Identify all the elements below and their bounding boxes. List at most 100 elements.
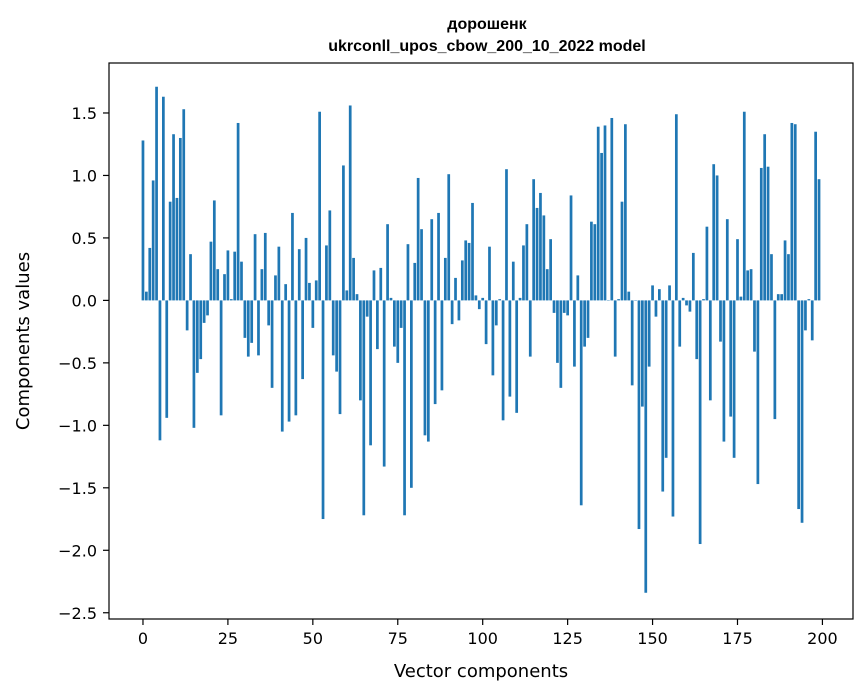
bars-group	[141, 86, 821, 593]
x-tick-label: 150	[637, 629, 668, 648]
bar	[162, 96, 165, 301]
bar	[770, 254, 773, 301]
bar	[664, 300, 668, 458]
bar	[145, 291, 148, 301]
bar	[226, 250, 230, 301]
bar	[182, 109, 186, 301]
bar	[566, 300, 569, 316]
bar	[753, 300, 756, 352]
y-tick-label: 0.0	[72, 291, 97, 310]
bar	[691, 252, 695, 301]
bar	[410, 300, 413, 488]
bar	[668, 285, 671, 301]
bar	[708, 300, 712, 401]
y-tick-label: −0.5	[58, 354, 97, 373]
bar	[736, 239, 739, 301]
bar	[260, 269, 264, 301]
y-tick-label: −1.5	[58, 479, 97, 498]
bar	[552, 300, 556, 313]
bar	[376, 300, 379, 350]
bar	[783, 240, 787, 301]
bar	[212, 200, 216, 301]
bar	[800, 300, 804, 523]
bar	[532, 179, 536, 301]
bar	[437, 212, 440, 301]
bar	[178, 137, 182, 301]
bar	[702, 299, 705, 301]
bar	[610, 117, 614, 301]
bar	[291, 212, 294, 301]
bar	[219, 300, 223, 416]
bar	[725, 219, 729, 301]
bar	[528, 300, 532, 357]
chart-title-line1: дорошенк	[447, 16, 527, 33]
bar	[297, 249, 301, 301]
bar	[780, 294, 784, 301]
y-tick-label: −2.0	[58, 541, 97, 560]
x-tick-label: 175	[722, 629, 753, 648]
y-tick-label: −2.5	[58, 604, 97, 623]
bar	[807, 299, 811, 301]
bar	[369, 300, 372, 446]
bar	[814, 131, 817, 301]
bar	[202, 300, 206, 323]
bar	[647, 300, 651, 367]
bar	[505, 169, 508, 301]
bar	[518, 297, 522, 301]
bar	[766, 166, 770, 301]
bar	[742, 111, 746, 301]
bar	[209, 241, 213, 301]
bar	[246, 300, 250, 357]
y-tick-label: 1.0	[72, 166, 97, 185]
bar	[308, 282, 311, 301]
bar	[620, 201, 624, 301]
bar	[345, 290, 349, 301]
bar	[257, 300, 260, 356]
bar	[661, 300, 665, 492]
bar	[474, 295, 478, 301]
bar	[287, 300, 291, 422]
y-axis-label: Components values	[13, 252, 34, 430]
bar	[372, 270, 376, 301]
bar	[342, 165, 345, 301]
bar	[172, 134, 175, 301]
bar	[651, 285, 654, 301]
bar	[280, 300, 284, 432]
bar	[382, 300, 386, 467]
bar	[430, 219, 434, 301]
bar	[776, 294, 780, 301]
bar	[325, 245, 328, 301]
bar	[641, 300, 644, 407]
bar	[454, 277, 457, 301]
bar	[681, 297, 685, 301]
bar	[498, 299, 502, 301]
bar	[267, 300, 271, 326]
bar	[759, 167, 763, 301]
bar	[365, 300, 369, 317]
bar	[719, 300, 722, 342]
bar	[712, 164, 716, 301]
x-tick-label: 50	[303, 629, 323, 648]
bar	[695, 300, 699, 360]
plot-frame	[108, 62, 854, 620]
bar	[739, 296, 743, 301]
bar	[443, 257, 447, 301]
bar	[399, 300, 403, 328]
bar	[359, 300, 362, 401]
bar	[763, 134, 767, 301]
bar	[722, 300, 726, 442]
chart-title-line2: ukrconll_upos_cbow_200_10_2022 model	[328, 38, 645, 55]
bar	[447, 174, 451, 301]
y-tick-label: 0.5	[72, 229, 97, 248]
bar	[797, 300, 800, 510]
x-axis-ticks: 0 25 50 75 100 125 150 175 200	[138, 619, 838, 648]
bar	[562, 300, 566, 313]
bar	[732, 300, 736, 458]
bar	[223, 274, 226, 301]
bar	[624, 124, 627, 301]
bar	[787, 254, 790, 301]
bar	[583, 300, 586, 347]
bar	[389, 297, 393, 301]
bar	[678, 300, 682, 347]
bar	[542, 215, 546, 301]
